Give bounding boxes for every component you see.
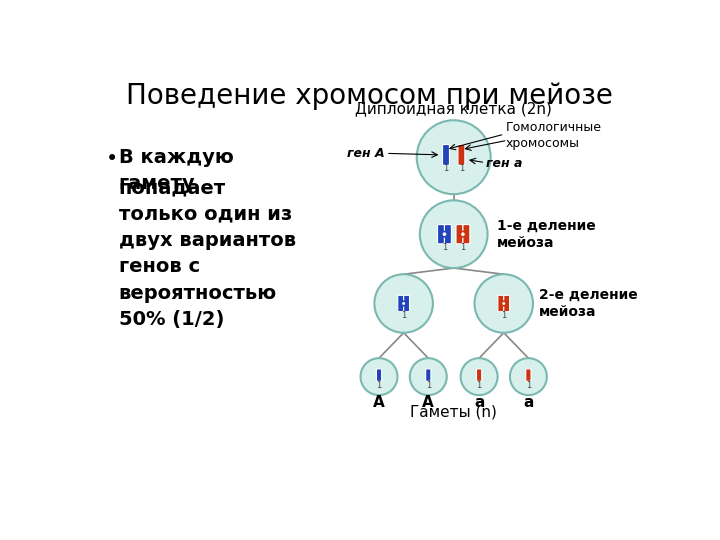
Circle shape bbox=[401, 301, 406, 306]
Text: 1: 1 bbox=[501, 312, 506, 320]
Text: А: А bbox=[423, 395, 434, 409]
Text: а: а bbox=[523, 395, 534, 409]
Circle shape bbox=[501, 301, 506, 306]
FancyBboxPatch shape bbox=[456, 225, 463, 244]
FancyBboxPatch shape bbox=[444, 225, 451, 244]
Text: попадает
только один из
двух вариантов
генов с
вероятностью
50% (1/2): попадает только один из двух вариантов г… bbox=[119, 178, 296, 329]
Text: 1: 1 bbox=[459, 164, 464, 173]
Text: 1: 1 bbox=[444, 164, 449, 173]
Text: ген А: ген А bbox=[347, 147, 384, 160]
Circle shape bbox=[361, 358, 397, 395]
FancyBboxPatch shape bbox=[438, 225, 444, 244]
Text: 1: 1 bbox=[460, 243, 466, 252]
FancyBboxPatch shape bbox=[443, 145, 449, 165]
Text: а: а bbox=[474, 395, 485, 409]
Circle shape bbox=[417, 120, 490, 194]
Text: 1-е деление
мейоза: 1-е деление мейоза bbox=[497, 219, 595, 250]
FancyBboxPatch shape bbox=[477, 369, 482, 381]
FancyBboxPatch shape bbox=[526, 369, 531, 381]
FancyBboxPatch shape bbox=[404, 295, 410, 312]
FancyBboxPatch shape bbox=[498, 295, 504, 312]
Text: 1: 1 bbox=[477, 381, 482, 390]
Text: Поведение хромосом при мейозе: Поведение хромосом при мейозе bbox=[125, 82, 613, 110]
Circle shape bbox=[374, 274, 433, 333]
Text: •: • bbox=[106, 150, 118, 170]
Text: Гаметы (n): Гаметы (n) bbox=[410, 404, 497, 420]
FancyBboxPatch shape bbox=[504, 295, 510, 312]
Text: Гомологичные
хромосомы: Гомологичные хромосомы bbox=[506, 121, 602, 150]
FancyBboxPatch shape bbox=[463, 225, 470, 244]
Text: Диплоидная клетка (2n): Диплоидная клетка (2n) bbox=[355, 101, 552, 116]
Text: 1: 1 bbox=[377, 381, 382, 390]
Circle shape bbox=[460, 232, 466, 237]
Circle shape bbox=[420, 200, 487, 268]
Text: В каждую
гамету: В каждую гамету bbox=[119, 148, 233, 193]
Circle shape bbox=[410, 358, 447, 395]
Circle shape bbox=[442, 232, 447, 237]
FancyBboxPatch shape bbox=[377, 369, 382, 381]
Text: 2-е деление
мейоза: 2-е деление мейоза bbox=[539, 288, 638, 319]
Circle shape bbox=[510, 358, 547, 395]
FancyBboxPatch shape bbox=[397, 295, 404, 312]
Text: ген а: ген а bbox=[486, 157, 523, 170]
Text: 1: 1 bbox=[426, 381, 431, 390]
FancyBboxPatch shape bbox=[426, 369, 431, 381]
Text: 1: 1 bbox=[442, 243, 447, 252]
Text: 1: 1 bbox=[526, 381, 531, 390]
Circle shape bbox=[461, 358, 498, 395]
FancyBboxPatch shape bbox=[458, 145, 465, 165]
Text: 1: 1 bbox=[401, 312, 406, 320]
Text: А: А bbox=[373, 395, 385, 409]
Circle shape bbox=[474, 274, 533, 333]
